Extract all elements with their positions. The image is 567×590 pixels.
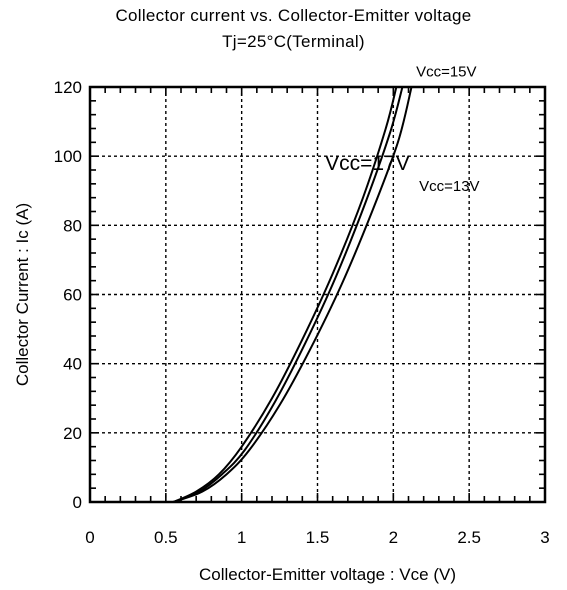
x-tick-label: 1 <box>237 528 246 547</box>
series-group <box>173 86 413 503</box>
annotation-label: Vcc=15V <box>416 64 476 81</box>
series-line-2 <box>173 86 404 503</box>
y-tick-labels: 0 20 40 60 80 100 120 <box>54 78 82 512</box>
grid <box>90 87 545 502</box>
chart-title: Collector current vs. Collector-Emitter … <box>115 6 472 25</box>
x-tick-label: 2 <box>389 528 398 547</box>
plot-frame <box>88 85 547 504</box>
series-line-3 <box>173 86 413 503</box>
annotation-label: Vcc=17V <box>325 152 410 175</box>
y-tick-label: 100 <box>54 147 82 166</box>
x-tick-label: 0 <box>85 528 94 547</box>
annotation-label: Vcc=13V <box>419 178 479 195</box>
x-axis-title: Collector-Emitter voltage : Vce (V) <box>199 565 456 584</box>
y-axis-title: Collector Current : Ic (A) <box>13 203 32 386</box>
y-tick-label: 20 <box>63 424 82 443</box>
x-tick-labels: 0 0.5 1 1.5 2 2.5 3 <box>85 528 549 547</box>
y-tick-label: 0 <box>73 493 82 512</box>
x-tick-label: 3 <box>540 528 549 547</box>
annotations: Vcc=15V Vcc=17V Vcc=13V <box>325 64 480 195</box>
y-tick-label: 40 <box>63 355 82 374</box>
x-tick-label: 2.5 <box>457 528 481 547</box>
y-tick-label: 120 <box>54 78 82 97</box>
y-tick-label: 80 <box>63 216 82 235</box>
chart-subtitle: Tj=25°C(Terminal) <box>222 32 365 51</box>
series-line-1 <box>173 86 398 503</box>
x-tick-label: 0.5 <box>154 528 178 547</box>
x-tick-label: 1.5 <box>306 528 330 547</box>
y-tick-label: 60 <box>63 286 82 305</box>
